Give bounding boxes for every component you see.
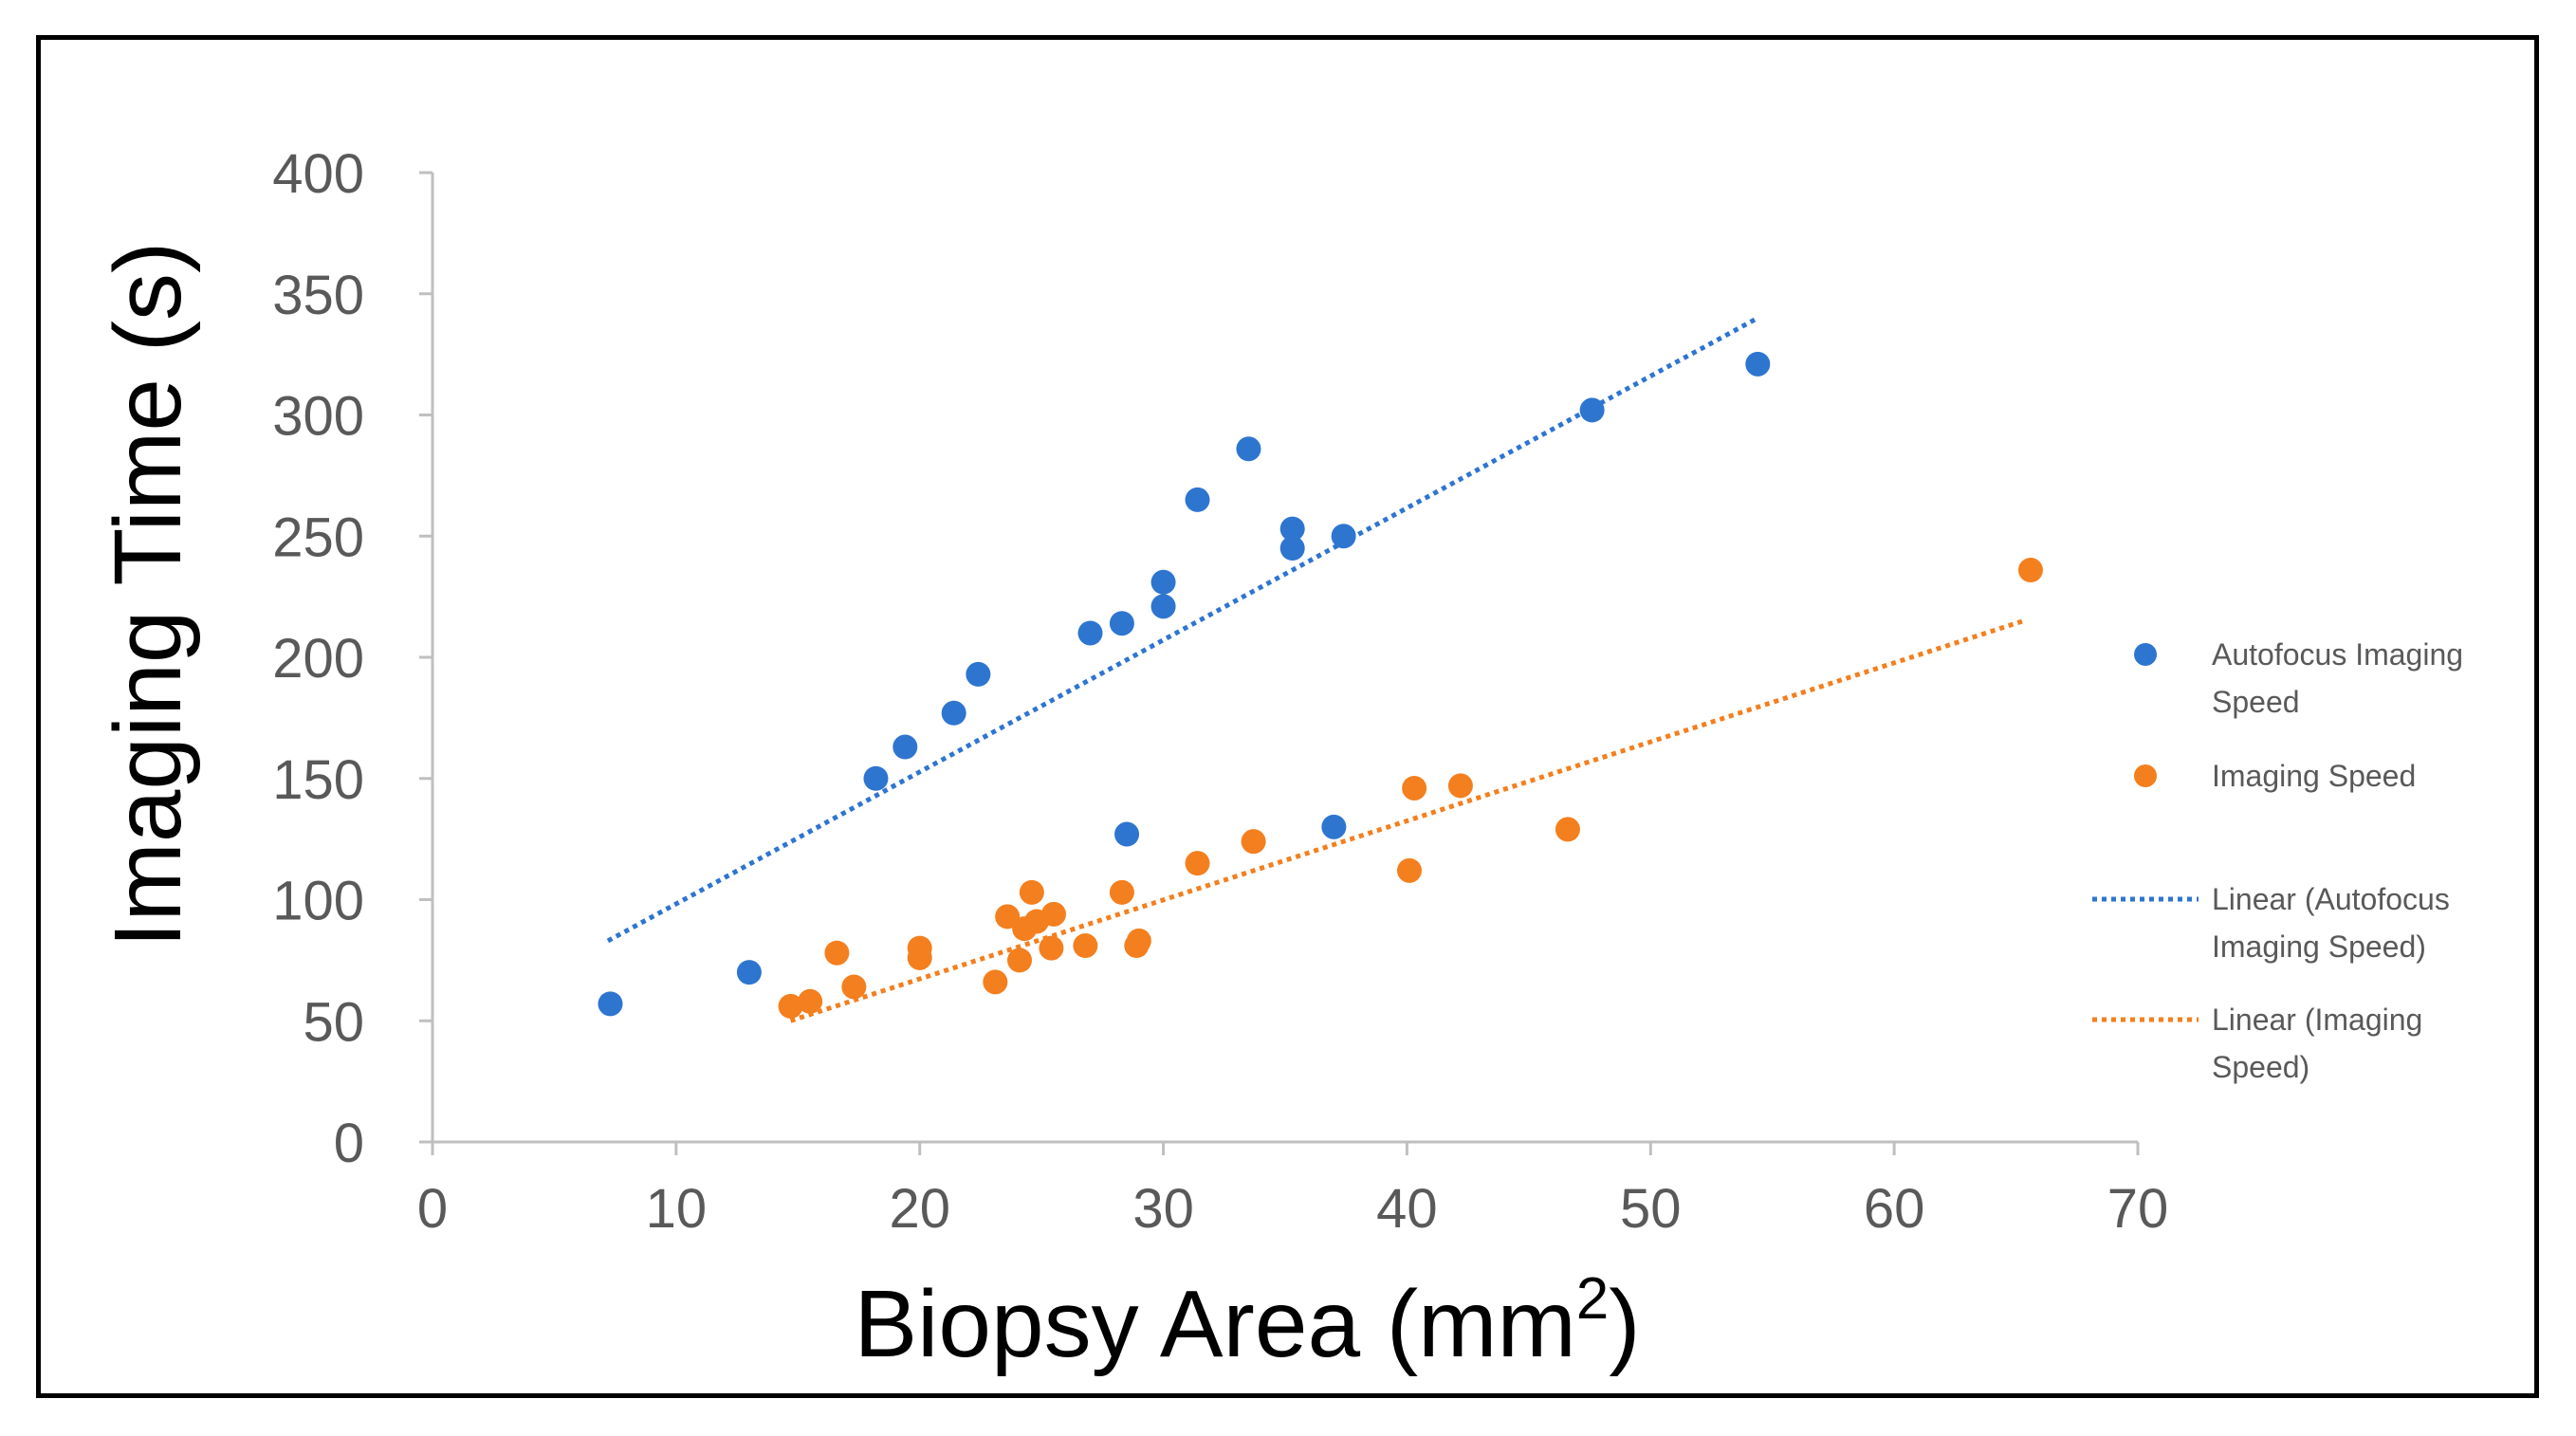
point-imaging-speed <box>1007 948 1033 973</box>
legend-item-imaging-speed: Imaging Speed <box>2134 759 2416 793</box>
x-axis-title-close: ) <box>1609 1271 1640 1377</box>
x-tick-label: 50 <box>1620 1178 1682 1240</box>
point-imaging-speed <box>824 940 850 966</box>
y-ticks: 0 50 100 150 200 250 300 350 400 <box>272 143 432 1174</box>
trendlines <box>606 316 2025 1023</box>
point-autofocus-imaging-speed <box>1279 516 1305 542</box>
legend-marker <box>2134 643 2157 666</box>
point-autofocus-imaging-speed <box>1150 569 1176 595</box>
point-imaging-speed <box>1402 775 1427 801</box>
axes: 0 10 20 30 40 50 60 70 0 50 100 150 200 250 300 350 400 <box>272 143 2168 1240</box>
legend-item-autofocus-imaging-speed: Autofocus Imaging Speed <box>2134 637 2463 719</box>
point-autofocus-imaging-speed <box>892 734 918 760</box>
x-axis-title-main: Biopsy Area (mm <box>854 1271 1575 1377</box>
point-imaging-speed <box>1126 928 1151 953</box>
legend-item-linear-autofocus: Linear (Autofocus Imaging Speed) <box>2092 882 2450 964</box>
legend: Autofocus Imaging Speed Imaging Speed Linea… <box>2092 637 2463 1084</box>
point-imaging-speed <box>1109 879 1134 905</box>
point-imaging-speed <box>1073 933 1098 959</box>
point-imaging-speed <box>907 945 932 970</box>
point-imaging-speed <box>798 988 823 1014</box>
data-points <box>598 351 2043 1019</box>
legend-label: Imaging Speed) <box>2212 930 2426 964</box>
point-imaging-speed <box>1185 851 1210 876</box>
point-imaging-speed <box>1555 817 1580 842</box>
legend-marker <box>2134 764 2157 787</box>
point-autofocus-imaging-speed <box>1114 821 1140 847</box>
point-imaging-speed <box>1040 901 1066 927</box>
y-tick-label: 250 <box>272 506 364 568</box>
point-imaging-speed <box>1019 879 1044 905</box>
point-imaging-speed <box>841 974 867 1000</box>
x-ticks: 0 10 20 30 40 50 60 70 <box>417 1142 2168 1240</box>
legend-label: Autofocus Imaging <box>2212 637 2463 672</box>
point-autofocus-imaging-speed <box>736 960 762 985</box>
x-tick-label: 20 <box>889 1178 950 1240</box>
legend-label: Linear (Autofocus <box>2212 882 2450 916</box>
point-imaging-speed <box>995 904 1021 930</box>
x-tick-label: 10 <box>646 1178 708 1240</box>
legend-item-linear-imaging-speed: Linear (Imaging Speed) <box>2092 1003 2422 1084</box>
point-autofocus-imaging-speed <box>966 661 991 687</box>
x-axis-title: Biopsy Area (mm2) <box>854 1266 1640 1377</box>
y-tick-label: 300 <box>272 386 364 448</box>
x-tick-label: 0 <box>417 1178 448 1240</box>
y-axis-title: Imaging Time (s) <box>95 242 201 948</box>
x-tick-label: 40 <box>1376 1178 1438 1240</box>
y-tick-label: 350 <box>272 265 364 326</box>
point-imaging-speed <box>983 969 1008 995</box>
legend-label: Speed) <box>2212 1050 2309 1084</box>
y-tick-label: 0 <box>334 1113 364 1174</box>
y-tick-label: 200 <box>272 628 364 690</box>
point-imaging-speed <box>778 993 803 1019</box>
y-tick-label: 50 <box>303 991 364 1053</box>
point-autofocus-imaging-speed <box>1279 536 1305 562</box>
point-autofocus-imaging-speed <box>1236 436 1261 462</box>
x-tick-label: 70 <box>2107 1178 2169 1240</box>
point-imaging-speed <box>1039 935 1064 961</box>
point-autofocus-imaging-speed <box>1077 620 1103 646</box>
y-tick-label: 400 <box>272 143 364 205</box>
y-tick-label: 100 <box>272 871 364 932</box>
point-autofocus-imaging-speed <box>1109 611 1134 636</box>
y-tick-label: 150 <box>272 749 364 811</box>
point-imaging-speed <box>1447 773 1473 799</box>
point-autofocus-imaging-speed <box>1321 814 1347 839</box>
chart-frame <box>36 35 2539 1398</box>
point-autofocus-imaging-speed <box>1745 351 1771 377</box>
point-autofocus-imaging-speed <box>1185 487 1210 512</box>
point-imaging-speed <box>1396 857 1422 883</box>
point-autofocus-imaging-speed <box>941 700 966 726</box>
point-imaging-speed <box>2017 558 2043 583</box>
x-tick-label: 30 <box>1132 1178 1194 1240</box>
trendline-imaging-speed <box>789 618 2025 1023</box>
legend-label: Linear (Imaging <box>2212 1003 2422 1037</box>
point-autofocus-imaging-speed <box>1331 524 1356 549</box>
x-axis-title-superscript: 2 <box>1576 1266 1609 1332</box>
x-tick-label: 60 <box>1864 1178 1925 1240</box>
legend-label: Imaging Speed <box>2212 759 2416 793</box>
point-autofocus-imaging-speed <box>863 765 889 791</box>
point-autofocus-imaging-speed <box>598 991 623 1017</box>
legend-label: Speed <box>2212 685 2300 719</box>
point-imaging-speed <box>1241 829 1266 855</box>
point-autofocus-imaging-speed <box>1150 594 1176 619</box>
point-autofocus-imaging-speed <box>1579 397 1605 423</box>
